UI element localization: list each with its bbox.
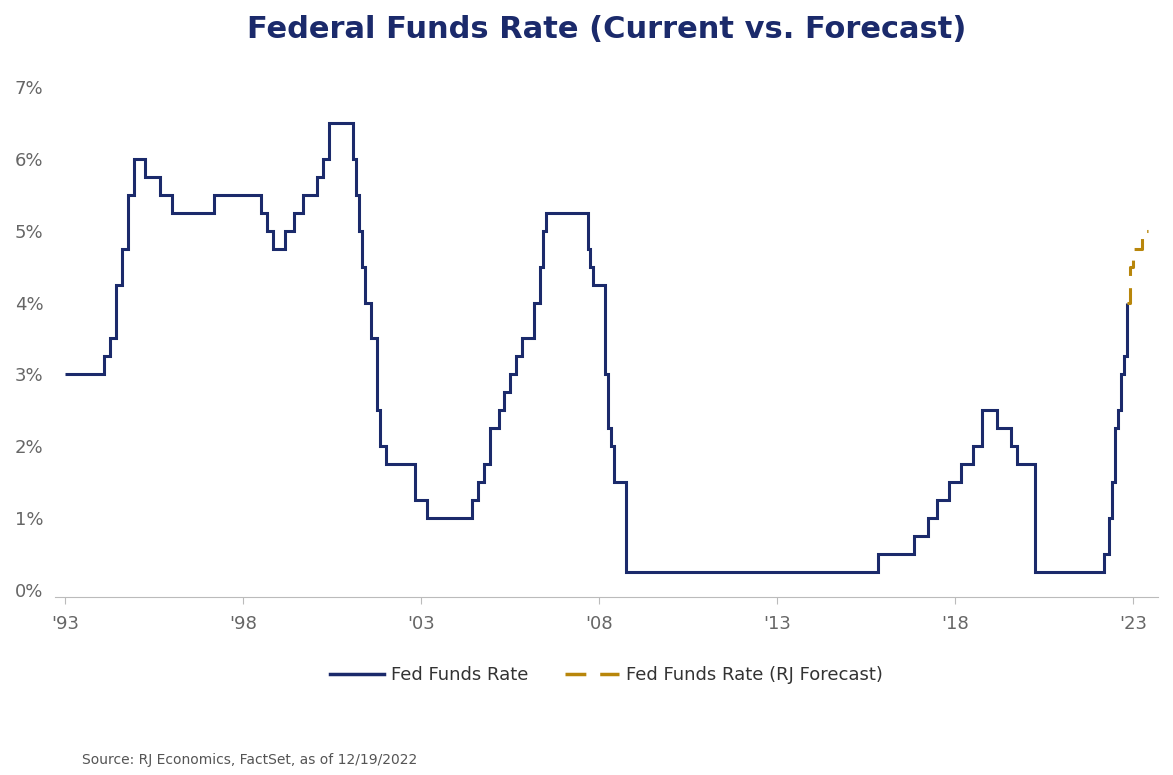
Legend: Fed Funds Rate, Fed Funds Rate (RJ Forecast): Fed Funds Rate, Fed Funds Rate (RJ Forec… — [323, 659, 890, 691]
Title: Federal Funds Rate (Current vs. Forecast): Federal Funds Rate (Current vs. Forecast… — [246, 15, 967, 44]
Text: Source: RJ Economics, FactSet, as of 12/19/2022: Source: RJ Economics, FactSet, as of 12/… — [82, 753, 418, 767]
